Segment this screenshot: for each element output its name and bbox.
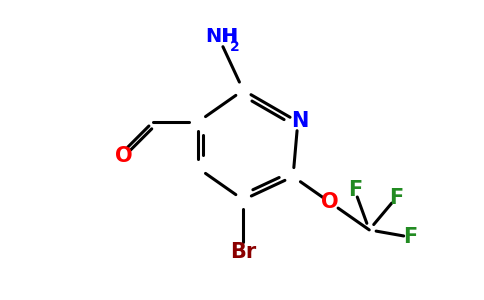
Text: N: N	[291, 111, 308, 131]
Text: F: F	[404, 227, 418, 247]
Text: H: H	[221, 27, 237, 46]
Text: Br: Br	[230, 242, 257, 262]
Text: F: F	[348, 180, 362, 200]
Text: 2: 2	[230, 40, 240, 54]
Text: O: O	[321, 192, 339, 212]
Text: O: O	[115, 146, 132, 167]
Text: F: F	[389, 188, 403, 208]
Text: NH: NH	[205, 27, 238, 46]
